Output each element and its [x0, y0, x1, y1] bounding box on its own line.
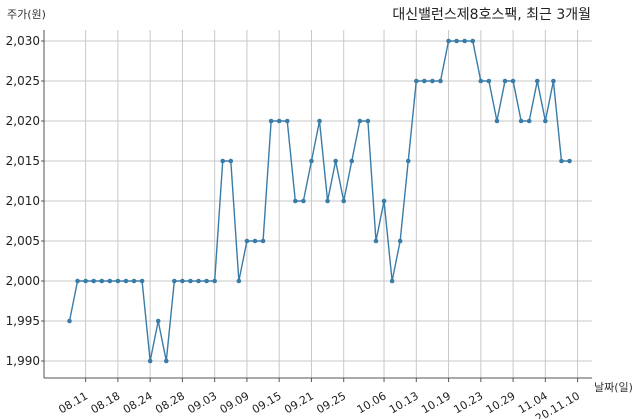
y-tick-label: 1,990: [6, 354, 40, 368]
data-point: [91, 278, 96, 284]
data-point: [510, 78, 516, 84]
data-point: [478, 78, 484, 84]
data-point: [422, 78, 427, 84]
data-point: [559, 158, 564, 164]
data-point: [349, 158, 355, 164]
data-point: [494, 118, 500, 124]
x-tick-label: 08.24: [121, 389, 155, 416]
data-point: [131, 278, 137, 284]
data-point: [75, 278, 80, 284]
data-point: [163, 358, 169, 364]
data-point: [83, 278, 88, 284]
x-tick-label: 10.23: [452, 389, 486, 416]
data-point: [196, 278, 201, 284]
data-point: [107, 278, 113, 284]
y-tick-label: 2,020: [6, 114, 40, 128]
price-series: [67, 38, 572, 364]
x-tick-label: 09.15: [250, 389, 284, 416]
data-point: [389, 278, 395, 284]
x-tick-label: 09.25: [314, 389, 348, 416]
data-point: [252, 238, 258, 244]
data-point: [115, 278, 121, 284]
y-tick-label: 2,005: [6, 234, 40, 248]
data-point: [454, 38, 459, 44]
data-point: [373, 238, 379, 244]
y-tick-labels: 1,990 1,995 2,000 2,005 2,010 2,015 2,020 2,025…: [6, 34, 40, 368]
data-point: [551, 78, 556, 84]
data-point: [204, 278, 209, 284]
data-point: [333, 158, 338, 164]
data-point: [438, 78, 443, 84]
data-point: [381, 198, 387, 204]
data-point: [276, 118, 282, 124]
data-point: [139, 278, 145, 284]
data-point: [543, 118, 548, 124]
data-point: [293, 198, 298, 204]
data-point: [188, 278, 193, 284]
data-point: [325, 198, 330, 204]
x-tick-label: 08.11: [56, 389, 90, 416]
data-point: [430, 78, 435, 84]
data-point: [446, 38, 451, 44]
data-point: [470, 38, 476, 44]
x-tick-label: 08.28: [153, 389, 187, 416]
data-point: [236, 278, 242, 284]
x-tick-label: 09.09: [218, 389, 252, 416]
y-axis-label: 주가(원): [7, 8, 46, 21]
data-point: [462, 38, 467, 44]
data-point: [228, 158, 234, 164]
data-point: [284, 118, 290, 124]
data-point: [405, 158, 411, 164]
y-tick-label: 1,995: [6, 314, 40, 328]
data-point: [301, 198, 306, 204]
x-tick-labels: 08.1108.1808.2408.2809.0309.0909.1509.21…: [56, 389, 582, 419]
data-point: [413, 78, 419, 84]
grid-lines: [44, 30, 592, 378]
chart-title: 대신밸런스제8호스팩, 최근 3개월: [392, 7, 591, 23]
x-tick-label: 10.06: [355, 389, 389, 416]
data-point: [365, 118, 371, 124]
data-point: [526, 118, 532, 124]
data-point: [67, 318, 72, 324]
axes: [41, 30, 592, 382]
data-point: [147, 358, 153, 364]
data-point: [155, 318, 161, 324]
data-point: [341, 198, 347, 204]
data-point: [567, 158, 572, 164]
x-tick-label: 10.29: [484, 389, 518, 416]
data-point: [486, 78, 492, 84]
data-point: [180, 278, 185, 284]
y-tick-label: 2,030: [6, 34, 40, 48]
x-tick-label: 10.13: [387, 389, 421, 416]
data-point: [357, 118, 363, 124]
x-tick-label: 09.21: [282, 389, 316, 416]
y-tick-label: 2,010: [6, 194, 40, 208]
x-tick-label: 10.19: [419, 389, 453, 416]
data-point: [534, 78, 540, 84]
data-point: [220, 158, 226, 164]
data-point: [172, 278, 177, 284]
data-point: [397, 238, 403, 244]
data-point: [99, 278, 105, 284]
data-point: [309, 158, 314, 164]
y-tick-label: 2,025: [6, 74, 40, 88]
data-point: [123, 278, 129, 284]
data-point: [317, 118, 322, 124]
y-tick-label: 2,015: [6, 154, 40, 168]
data-point: [268, 118, 274, 124]
data-point: [502, 78, 508, 84]
x-axis-label: 날짜(일): [594, 380, 633, 394]
data-point: [212, 278, 217, 284]
data-point: [518, 118, 524, 124]
data-point: [260, 238, 266, 244]
x-tick-label: 08.18: [89, 389, 123, 416]
x-tick-label: 09.03: [185, 389, 219, 416]
data-point: [244, 238, 250, 244]
y-tick-label: 2,000: [6, 274, 40, 288]
